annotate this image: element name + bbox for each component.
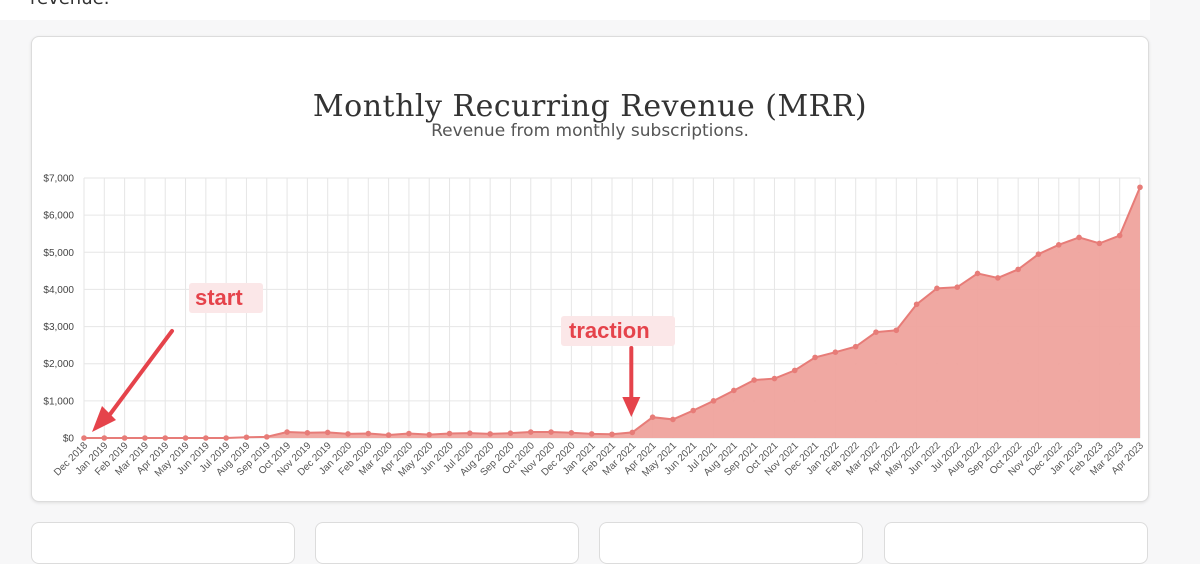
data-point (731, 387, 737, 394)
mrr-area (84, 187, 1140, 438)
data-point (426, 431, 433, 438)
data-point (1137, 184, 1143, 191)
data-point (467, 430, 473, 436)
data-point (791, 367, 798, 374)
data-point (670, 416, 676, 423)
stat-card-2 (315, 522, 579, 564)
annotation-start-arrowhead (92, 406, 116, 432)
data-point (690, 407, 697, 414)
data-point (1035, 251, 1042, 257)
data-point (385, 432, 392, 438)
data-point (365, 430, 372, 437)
data-point (203, 435, 209, 441)
data-point (913, 301, 920, 308)
data-point (995, 275, 1001, 281)
data-point (446, 430, 453, 437)
data-point (243, 434, 250, 441)
data-point (527, 429, 534, 435)
data-point (954, 284, 961, 290)
y-tick-label: $3,000 (43, 322, 74, 333)
data-point (507, 430, 514, 436)
y-tick-label: $6,000 (43, 211, 74, 222)
stat-card-3 (599, 522, 863, 564)
data-point (609, 431, 615, 438)
data-point (751, 377, 757, 383)
annotation-start-arrow (106, 329, 174, 419)
data-point (223, 435, 229, 441)
mrr-area-chart: $0 $1,000 $2,000 $3,000 $4,000 $5,000 $6,000 $7… (43, 174, 1146, 480)
previous-section-text: revenue. (30, 0, 109, 9)
data-point (406, 430, 412, 437)
y-tick-label: $4,000 (43, 285, 74, 296)
data-point (162, 435, 169, 441)
data-point (121, 435, 128, 441)
data-point (142, 435, 148, 441)
annotation-start-bg (189, 283, 263, 313)
data-point (710, 398, 717, 404)
data-point (934, 285, 940, 292)
annotation-start-label: start (195, 285, 243, 310)
data-point (873, 329, 879, 335)
y-tick-label: $0 (63, 434, 75, 445)
data-point (1015, 266, 1021, 273)
top-strip: revenue. (0, 0, 1150, 20)
y-tick-label: $1,000 (43, 396, 74, 407)
mrr-chart-card: Monthly Recurring Revenue (MRR) Revenue … (31, 36, 1149, 502)
data-point (182, 435, 189, 441)
y-tick-label: $5,000 (43, 248, 74, 259)
data-point (324, 429, 331, 436)
data-point (1116, 232, 1123, 239)
data-point (284, 429, 290, 435)
data-point (1055, 242, 1062, 248)
data-point (629, 429, 636, 436)
stat-card-4 (884, 522, 1148, 564)
data-point (304, 430, 311, 436)
data-point (568, 430, 575, 436)
data-point (852, 343, 859, 350)
data-point (832, 349, 839, 356)
data-point (893, 327, 900, 334)
data-point (649, 414, 656, 421)
data-point (345, 431, 351, 437)
data-point (974, 270, 981, 277)
y-tick-label: $7,000 (43, 174, 74, 185)
data-point (812, 354, 818, 361)
y-tick-label: $2,000 (43, 359, 74, 370)
stat-card-1 (31, 522, 295, 564)
data-point (101, 435, 108, 441)
data-point (548, 429, 554, 435)
data-point (487, 431, 493, 437)
annotation-traction-bg (561, 316, 675, 346)
annotation-traction-label: traction (569, 318, 650, 343)
data-point (771, 375, 778, 382)
data-point (263, 434, 270, 440)
data-point (1096, 240, 1103, 247)
data-point (588, 431, 595, 437)
data-point (1076, 234, 1082, 241)
annotation-traction-arrowhead (622, 397, 641, 417)
chart-title: Monthly Recurring Revenue (MRR) (312, 89, 868, 124)
chart-subtitle: Revenue from monthly subscriptions. (431, 121, 749, 141)
data-point (81, 435, 87, 441)
